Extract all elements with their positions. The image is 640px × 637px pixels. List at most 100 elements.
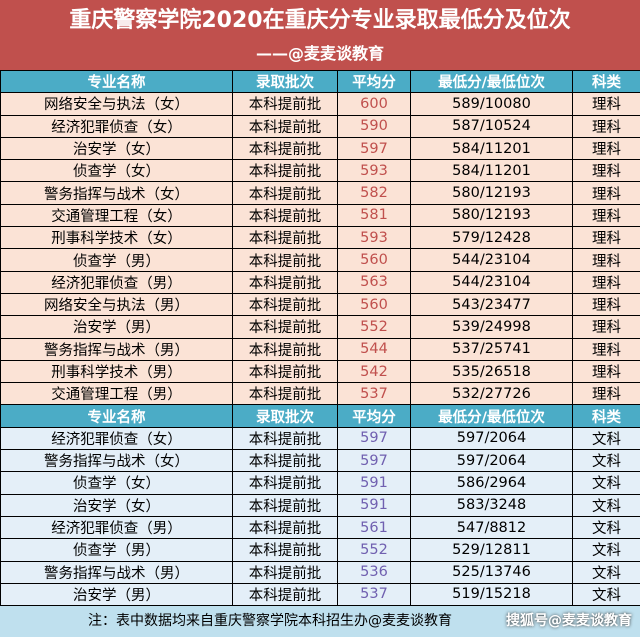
cell: 警务指挥与战术（男）: [0, 560, 233, 584]
cell: 597: [337, 136, 411, 161]
cell: 治安学（男）: [0, 315, 233, 339]
cell: 580/12193: [410, 203, 573, 228]
cell: 552: [337, 538, 411, 562]
cell: 547/8812: [410, 515, 573, 540]
cell: 本科提前批: [232, 92, 338, 116]
data-row: 刑事科学技术（男） 本科提前批 542 535/26518 理科: [0, 359, 640, 384]
cell: 文科: [572, 515, 640, 540]
cell: 治安学（男）: [0, 582, 233, 607]
data-row: 经济犯罪侦查（女） 本科提前批 590 587/10524 理科: [0, 114, 640, 138]
cell: 理科: [572, 315, 640, 339]
cell: 侦查学（男）: [0, 538, 233, 562]
cell: 理科: [572, 270, 640, 294]
data-row: 经济犯罪侦查（男） 本科提前批 561 547/8812 文科: [0, 515, 640, 540]
data-row: 侦查学（男） 本科提前批 552 529/12811 文科: [0, 538, 640, 562]
cell: 581: [337, 203, 411, 228]
cell: 532/27726: [410, 382, 573, 406]
cell: 587/10524: [410, 114, 573, 138]
cell: 刑事科学技术（女）: [0, 226, 233, 250]
cell: 本科提前批: [232, 181, 338, 205]
cell: 579/12428: [410, 226, 573, 250]
data-row: 交通管理工程（女） 本科提前批 581 580/12193 理科: [0, 203, 640, 228]
cell: 580/12193: [410, 181, 573, 205]
cell: 理科: [572, 92, 640, 116]
cell: 文科: [572, 560, 640, 584]
cell: 理科: [572, 337, 640, 361]
data-row: 警务指挥与战术（男） 本科提前批 544 537/25741 理科: [0, 337, 640, 361]
data-row: 网络安全与执法（女） 本科提前批 600 589/10080 理科: [0, 92, 640, 116]
column-header: 录取批次: [232, 404, 338, 428]
cell: 597/2064: [410, 426, 573, 451]
cell: 560: [337, 292, 411, 317]
cell: 交通管理工程（男）: [0, 382, 233, 406]
cell: 584/11201: [410, 159, 573, 183]
data-row: 警务指挥与战术（女） 本科提前批 597 597/2064 文科: [0, 449, 640, 473]
cell: 519/15218: [410, 582, 573, 607]
cell: 563: [337, 270, 411, 294]
cell: 本科提前批: [232, 270, 338, 294]
cell: 警务指挥与战术（女）: [0, 181, 233, 205]
cell: 529/12811: [410, 538, 573, 562]
cell: 589/10080: [410, 92, 573, 116]
cell: 本科提前批: [232, 560, 338, 584]
cell: 警务指挥与战术（女）: [0, 449, 233, 473]
cell: 本科提前批: [232, 136, 338, 161]
cell: 552: [337, 315, 411, 339]
cell: 本科提前批: [232, 292, 338, 317]
column-header: 科类: [572, 404, 640, 428]
cell: 交通管理工程（女）: [0, 203, 233, 228]
cell: 理科: [572, 114, 640, 138]
cell: 理科: [572, 159, 640, 183]
cell: 网络安全与执法（女）: [0, 92, 233, 116]
cell: 本科提前批: [232, 248, 338, 272]
cell: 本科提前批: [232, 337, 338, 361]
cell: 本科提前批: [232, 538, 338, 562]
data-row: 治安学（女） 本科提前批 597 584/11201 理科: [0, 136, 640, 161]
cell: 文科: [572, 538, 640, 562]
data-row: 治安学（男） 本科提前批 552 539/24998 理科: [0, 315, 640, 339]
cell: 治安学（女）: [0, 493, 233, 517]
cell: 586/2964: [410, 471, 573, 495]
subtitle: ——@麦麦谈教育: [255, 44, 384, 63]
cell: 侦查学（男）: [0, 248, 233, 272]
cell: 理科: [572, 136, 640, 161]
cell: 600: [337, 92, 411, 116]
cell: 经济犯罪侦查（女）: [0, 426, 233, 451]
column-header: 最低分/最低位次: [410, 404, 573, 428]
cell: 583/3248: [410, 493, 573, 517]
cell: 文科: [572, 449, 640, 473]
cell: 542: [337, 359, 411, 384]
data-row: 警务指挥与战术（男） 本科提前批 536 525/13746 文科: [0, 560, 640, 584]
cell: 侦查学（女）: [0, 159, 233, 183]
column-header: 专业名称: [0, 404, 233, 428]
column-header: 专业名称: [0, 69, 233, 94]
cell: 593: [337, 159, 411, 183]
cell: 理科: [572, 359, 640, 384]
cell: 文科: [572, 582, 640, 607]
data-row: 侦查学（女） 本科提前批 593 584/11201 理科: [0, 159, 640, 183]
cell: 537: [337, 582, 411, 607]
cell: 理科: [572, 248, 640, 272]
column-header: 平均分: [337, 404, 411, 428]
cell: 警务指挥与战术（男）: [0, 337, 233, 361]
column-header: 平均分: [337, 69, 411, 94]
cell: 537/25741: [410, 337, 573, 361]
cell: 文科: [572, 493, 640, 517]
cell: 经济犯罪侦查（男）: [0, 270, 233, 294]
cell: 537: [337, 382, 411, 406]
cell: 理科: [572, 226, 640, 250]
cell: 文科: [572, 426, 640, 451]
cell: 590: [337, 114, 411, 138]
cell: 刑事科学技术（男）: [0, 359, 233, 384]
cell: 本科提前批: [232, 382, 338, 406]
cell: 本科提前批: [232, 226, 338, 250]
data-row: 经济犯罪侦查（女） 本科提前批 597 597/2064 文科: [0, 426, 640, 451]
cell: 本科提前批: [232, 515, 338, 540]
column-header: 科类: [572, 69, 640, 94]
data-row: 警务指挥与战术（女） 本科提前批 582 580/12193 理科: [0, 181, 640, 205]
title: 重庆警察学院2020在重庆分专业录取最低分及位次: [69, 8, 571, 33]
cell: 理科: [572, 382, 640, 406]
cell: 文科: [572, 471, 640, 495]
cell: 理科: [572, 203, 640, 228]
